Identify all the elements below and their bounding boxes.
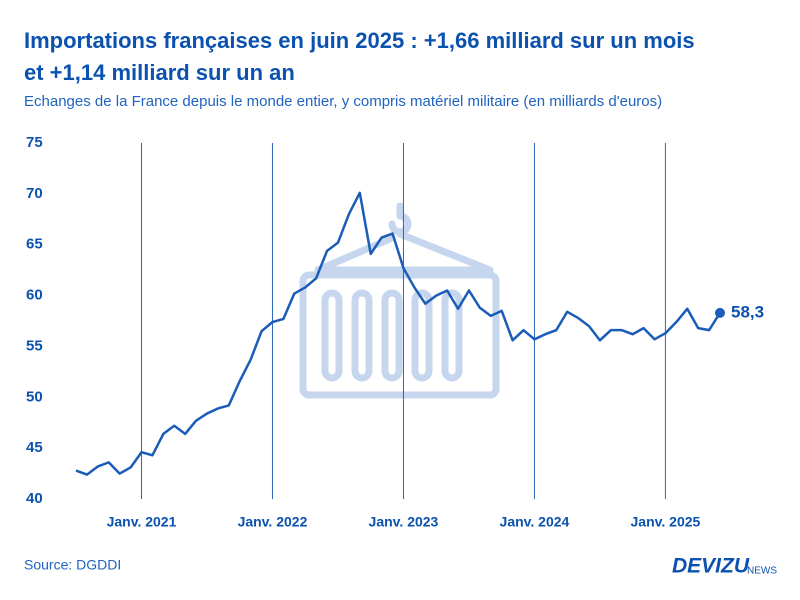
y-tick-label: 40 [26,490,43,507]
x-tick-label: Janv. 2021 [107,514,177,530]
data-label: 58,3 [731,302,764,321]
x-tick-label: Janv. 2025 [631,514,701,530]
y-tick-label: 60 [26,287,43,304]
y-tick-label: 65 [26,236,43,253]
source: Source: DGDDI [24,557,121,573]
x-tick-label: Janv. 2024 [500,514,570,530]
y-tick-label: 70 [26,185,43,202]
y-tick-label: 75 [26,134,43,151]
chart-title: et +1,14 milliard sur un an [24,60,295,85]
chart-title: Importations françaises en juin 2025 : +… [24,28,695,53]
end-point [715,307,725,318]
chart-subtitle: Echanges de la France depuis le monde en… [24,93,662,110]
x-tick-label: Janv. 2023 [369,514,439,530]
x-tick-label: Janv. 2022 [238,514,308,530]
y-tick-label: 50 [26,388,43,405]
brand: DEVIZU [672,555,750,578]
line-series [75,191,722,476]
brand-sub: NEWS [747,566,777,577]
y-tick-label: 45 [26,439,43,456]
y-tick-label: 55 [26,337,43,354]
container-watermark [299,202,500,399]
